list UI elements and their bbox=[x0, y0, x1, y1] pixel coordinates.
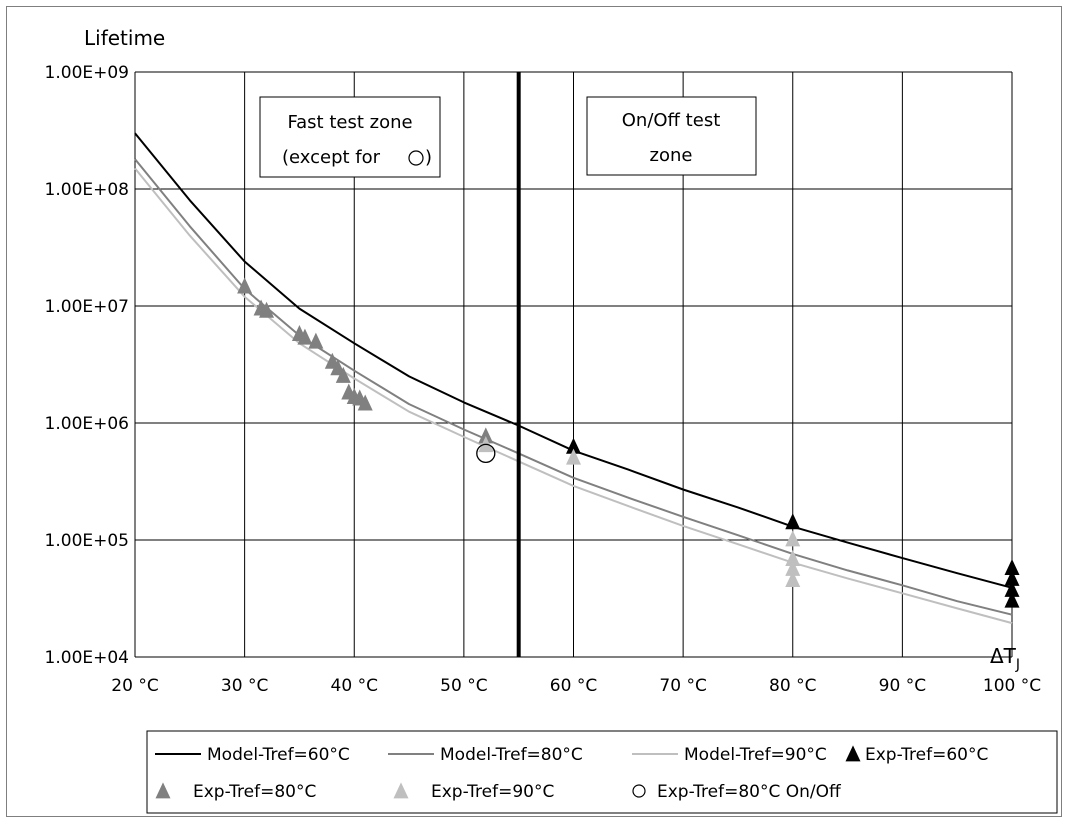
legend-label: Exp-Tref=80°C bbox=[193, 782, 316, 802]
data-point-exp-tref-60-c bbox=[1004, 580, 1020, 597]
data-point-exp-tref-60-c bbox=[785, 513, 801, 530]
x-tick-label: 60 °C bbox=[550, 676, 597, 696]
data-point-exp-tref-60-c bbox=[1004, 569, 1020, 586]
y-tick-label: 1.00E+06 bbox=[45, 414, 129, 434]
legend-item-model-tref-60-c: Model-Tref=60°C bbox=[155, 745, 350, 765]
legend-label: Model-Tref=90°C bbox=[684, 745, 827, 765]
onoff-test-zone-box: On/Off test zone bbox=[586, 96, 757, 176]
legend-item-exp-tref-80-c-on-off: Exp-Tref=80°C On/Off bbox=[632, 782, 842, 802]
y-tick-label: 1.00E+07 bbox=[45, 297, 129, 317]
data-point-exp-tref-60-c bbox=[1004, 591, 1020, 608]
x-tick-label: 70 °C bbox=[659, 676, 706, 696]
chart-frame bbox=[6, 6, 1062, 817]
data-point-exp-tref-60-c bbox=[566, 437, 581, 454]
fast-test-zone-line2-a: (except for bbox=[282, 147, 381, 168]
data-point-exp-tref-90-c bbox=[785, 559, 801, 576]
y-tick-label: 1.00E+04 bbox=[45, 648, 129, 668]
fast-test-zone-line2-close: ) bbox=[425, 147, 432, 168]
legend-label: Exp-Tref=80°C On/Off bbox=[657, 782, 842, 802]
y-tick-label: 1.00E+05 bbox=[45, 531, 129, 551]
data-markers bbox=[237, 277, 1020, 608]
x-tick-label: 90 °C bbox=[879, 676, 926, 696]
x-axis-label-main: ΔT bbox=[990, 644, 1017, 668]
y-tick-label: 1.00E+09 bbox=[45, 63, 129, 83]
x-axis-tick-labels: 20 °C 30 °C 40 °C 50 °C 60 °C 70 °C 80 °C 90 °C… bbox=[111, 676, 1041, 696]
data-point-exp-tref-90-c bbox=[785, 549, 801, 566]
legend-label: Exp-Tref=60°C bbox=[865, 745, 988, 765]
x-tick-label: 30 °C bbox=[221, 676, 268, 696]
x-tick-label: 50 °C bbox=[440, 676, 487, 696]
x-tick-label: 100 °C bbox=[983, 676, 1041, 696]
legend-swatch-triangle bbox=[393, 782, 409, 799]
data-point-exp-tref-80-c bbox=[237, 277, 253, 294]
data-point-exp-tref-80-c bbox=[297, 328, 313, 345]
legend-swatch-triangle bbox=[845, 745, 861, 762]
fast-test-zone-line1: Fast test zone bbox=[287, 112, 412, 133]
x-axis-label-subscript: J bbox=[1015, 657, 1020, 673]
series-line-model-tref-80-c bbox=[134, 158, 1013, 616]
open-circle-symbol bbox=[408, 150, 424, 166]
legend-item-exp-tref-80-c: Exp-Tref=80°C bbox=[155, 782, 316, 802]
data-point-exp-tref-90-c bbox=[785, 570, 801, 587]
y-tick-label: 1.00E+08 bbox=[45, 180, 129, 200]
data-point-exp-tref-80-c bbox=[308, 332, 324, 349]
series-line-model-tref-90-c bbox=[134, 167, 1013, 625]
onoff-test-zone-line2: zone bbox=[650, 145, 693, 166]
data-point-exp-tref-80-c bbox=[478, 427, 494, 444]
x-axis-label: ΔTJ bbox=[990, 644, 1020, 673]
legend-label: Model-Tref=60°C bbox=[207, 745, 350, 765]
x-tick-label: 80 °C bbox=[769, 676, 816, 696]
data-point-exp-tref-90-c bbox=[785, 530, 801, 547]
data-point-exp-tref-80-c bbox=[357, 394, 373, 411]
legend-swatch-circle bbox=[632, 784, 646, 798]
data-point-exp-tref-60-c bbox=[1004, 558, 1020, 575]
data-point-exp-tref-80-c bbox=[335, 366, 351, 383]
x-tick-label: 40 °C bbox=[331, 676, 378, 696]
legend-item-model-tref-90-c: Model-Tref=90°C bbox=[632, 745, 827, 765]
legend-item-model-tref-80-c: Model-Tref=80°C bbox=[388, 745, 583, 765]
legend: Model-Tref=60°C Model-Tref=80°C Model-Tref… bbox=[146, 730, 1058, 814]
data-point-exp-tref-90-c bbox=[566, 448, 581, 465]
legend-label: Exp-Tref=90°C bbox=[431, 782, 554, 802]
data-point-exp-tref-80-c-on-off bbox=[476, 443, 496, 464]
fast-test-zone-line2: (except for bbox=[282, 147, 381, 168]
fast-test-zone-box: Fast test zone (except for ) bbox=[259, 96, 441, 178]
data-point-exp-tref-80-c bbox=[259, 301, 275, 318]
legend-item-exp-tref-90-c: Exp-Tref=90°C bbox=[393, 782, 554, 802]
x-tick-label: 20 °C bbox=[111, 676, 158, 696]
onoff-test-zone-line1: On/Off test bbox=[622, 110, 721, 131]
legend-swatch-triangle bbox=[155, 782, 171, 799]
legend-label: Model-Tref=80°C bbox=[440, 745, 583, 765]
y-axis-label: Lifetime bbox=[84, 26, 165, 50]
legend-item-exp-tref-60-c: Exp-Tref=60°C bbox=[845, 745, 988, 765]
y-axis-tick-labels: 1.00E+09 1.00E+08 1.00E+07 1.00E+06 1.00E+05… bbox=[45, 63, 129, 668]
